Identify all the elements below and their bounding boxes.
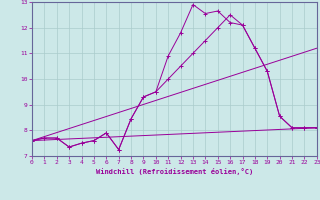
- X-axis label: Windchill (Refroidissement éolien,°C): Windchill (Refroidissement éolien,°C): [96, 168, 253, 175]
